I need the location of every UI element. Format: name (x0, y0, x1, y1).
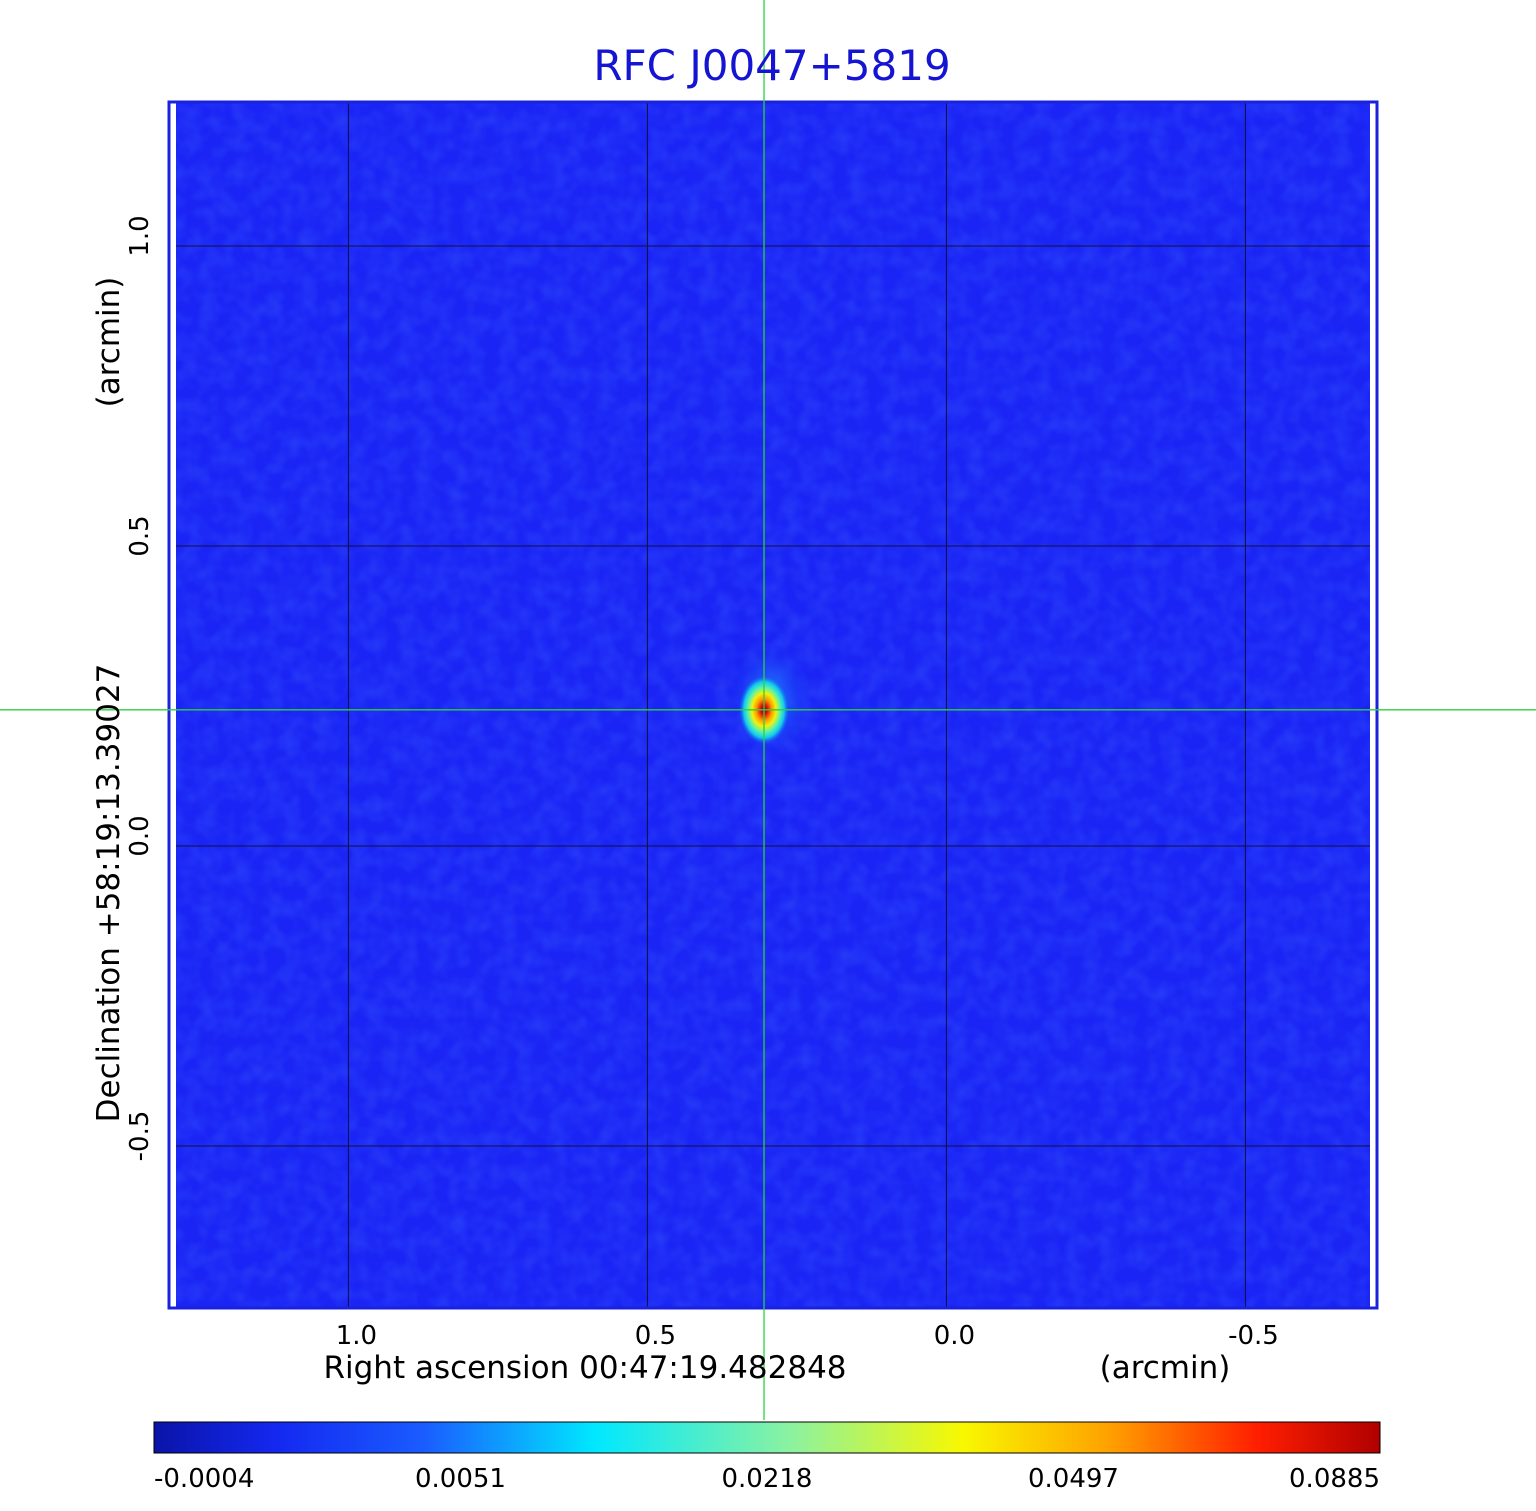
map-frame (167, 100, 1379, 1310)
colorbar-tick-labels: -0.0004 0.0051 0.0218 0.0497 0.0885 (154, 1464, 1380, 1494)
colorbar-tick-label: 0.0497 (1028, 1464, 1119, 1494)
y-tick-label: 1.0 (125, 215, 155, 256)
x-tick-label: -0.5 (1228, 1321, 1279, 1351)
y-tick-label: 0.5 (125, 515, 155, 556)
x-axis-unit: (arcmin) (1100, 1350, 1231, 1386)
x-axis-label: Right ascension 00:47:19.482848 (323, 1350, 846, 1386)
x-tick-label: 1.0 (336, 1321, 377, 1351)
y-axis-label: Declination +58:19:13.39027 (91, 664, 127, 1123)
colorbar (153, 1421, 1381, 1454)
colorbar-tick-label: 0.0885 (1289, 1464, 1380, 1494)
colorbar-tick-label: 0.0051 (415, 1464, 506, 1494)
y-tick-label: -0.5 (125, 1111, 155, 1162)
x-tick-label: 0.0 (934, 1321, 975, 1351)
colorbar-tick-label: -0.0004 (154, 1464, 254, 1494)
y-tick-label: 0.0 (125, 815, 155, 856)
chart-title: RFC J0047+5819 (593, 41, 950, 90)
x-tick-labels: 1.0 0.5 0.0 -0.5 (336, 1321, 1279, 1351)
coordinate-grid (169, 102, 1377, 1308)
map-edge-right (1370, 102, 1377, 1308)
x-tick-label: 0.5 (635, 1321, 676, 1351)
y-axis-unit: (arcmin) (91, 277, 127, 408)
map-image (169, 102, 1377, 1308)
map-edge-left (169, 102, 176, 1308)
colorbar-tick-label: 0.0218 (722, 1464, 813, 1494)
y-tick-labels: 1.0 0.5 0.0 -0.5 (125, 215, 155, 1161)
